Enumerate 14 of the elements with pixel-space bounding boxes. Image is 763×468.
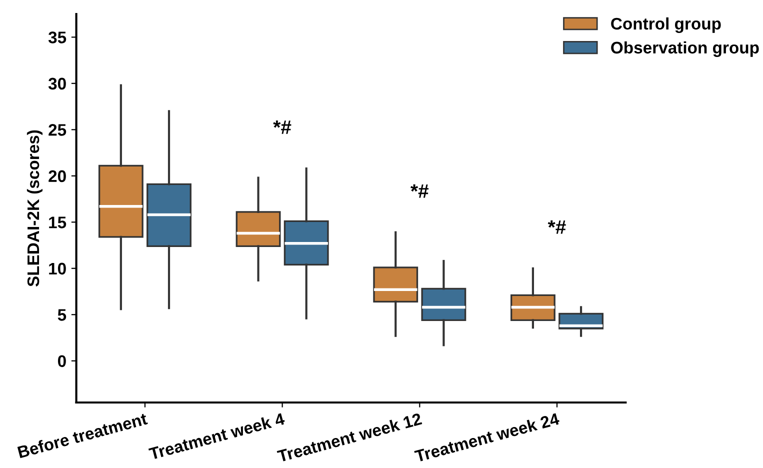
- y-tick-label: 30: [48, 78, 66, 90]
- y-tick-label: 25: [48, 124, 66, 136]
- y-tick-label: 0: [58, 355, 66, 368]
- legend-label: Observation group: [611, 41, 759, 57]
- y-axis-title: SLEDAI-2K (scores): [26, 130, 42, 286]
- y-tick-label: 15: [49, 216, 66, 228]
- y-tick-label: 5: [58, 309, 66, 321]
- y-tick-label: 35: [48, 32, 66, 44]
- legend-label: Control group: [611, 17, 721, 33]
- annotation: *#: [273, 120, 292, 134]
- y-tick-label: 20: [48, 170, 66, 182]
- annotation: *#: [410, 184, 429, 198]
- y-tick-label: 10: [49, 262, 66, 275]
- annotation: *#: [548, 220, 566, 234]
